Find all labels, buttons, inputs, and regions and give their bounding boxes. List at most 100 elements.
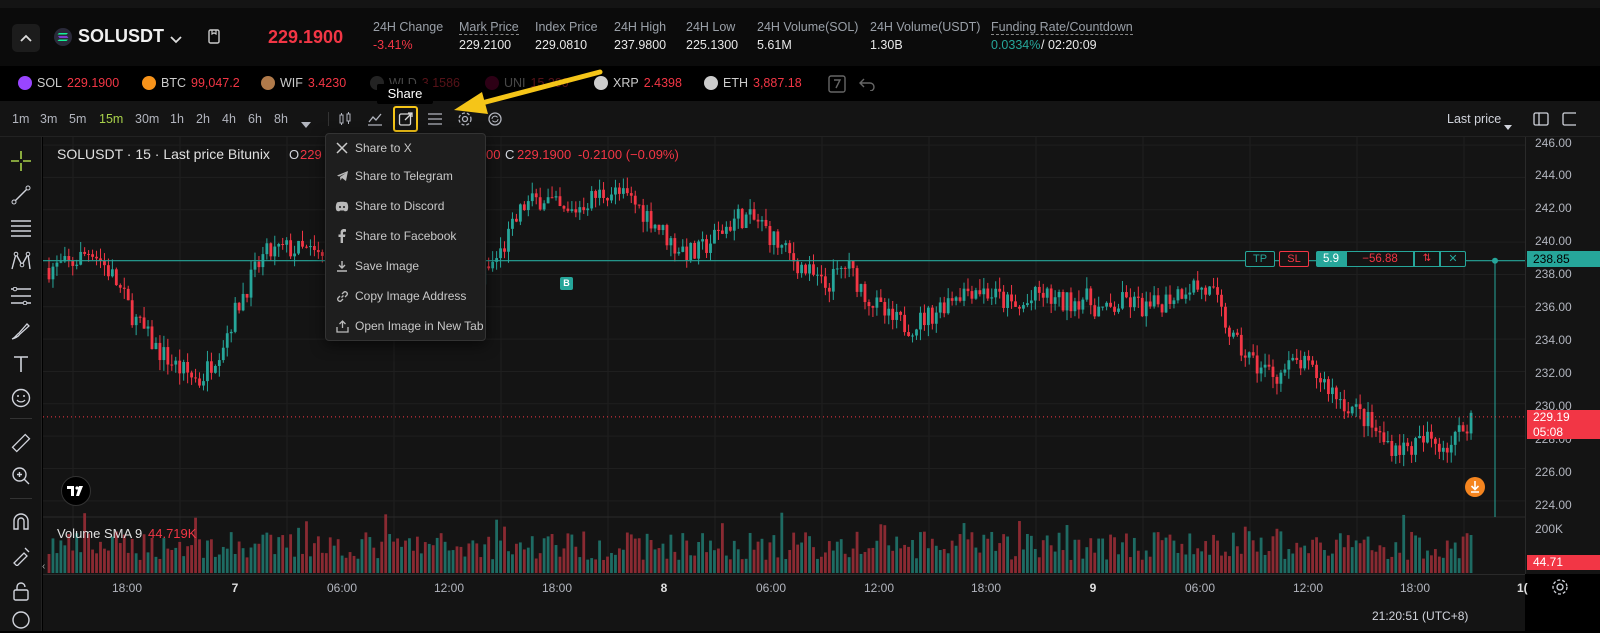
volume-bar — [562, 548, 566, 573]
share-menu-item[interactable]: Save Image — [325, 252, 486, 280]
price-type-select[interactable]: Last price — [1447, 112, 1502, 126]
candle-body — [942, 302, 946, 314]
candle-body — [974, 290, 978, 299]
timeframe-1m[interactable]: 1m — [12, 112, 30, 126]
volume-bar — [736, 549, 740, 573]
candle-body — [1041, 292, 1045, 298]
ticker-item[interactable]: ETH 3,887.18 — [704, 76, 802, 90]
timeframe-30m[interactable]: 30m — [135, 112, 160, 126]
time-axis[interactable] — [43, 574, 1525, 631]
timeframe-3m[interactable]: 3m — [40, 112, 58, 126]
crosshair-icon[interactable] — [8, 148, 34, 174]
magnet-icon[interactable] — [8, 509, 34, 535]
close-position-icon[interactable]: ✕ — [1440, 251, 1466, 267]
volume-bar — [312, 543, 316, 573]
more-timeframes-icon[interactable] — [301, 115, 311, 133]
share-menu-item[interactable]: Share to Discord — [325, 192, 486, 220]
candle-body — [1303, 355, 1307, 369]
ruler-icon[interactable] — [8, 430, 34, 456]
volume-bar — [752, 549, 756, 573]
share-menu-item[interactable]: Share to Telegram — [325, 162, 486, 190]
text-tool-icon[interactable] — [8, 351, 34, 377]
chart-settings-icon[interactable] — [1551, 578, 1569, 601]
zoom-in-icon[interactable] — [8, 463, 34, 489]
share-menu-item[interactable]: Open Image in New Tab — [325, 312, 486, 340]
price-axis[interactable] — [1525, 137, 1600, 574]
share-button-highlight[interactable] — [393, 106, 418, 132]
fib-icon[interactable] — [8, 283, 34, 309]
timeframe-8h[interactable]: 8h — [274, 112, 288, 126]
tp-button[interactable]: TP — [1245, 251, 1275, 267]
price-type-dropdown-icon[interactable] — [1504, 117, 1512, 135]
timeframe-1h[interactable]: 1h — [170, 112, 184, 126]
candle-body — [1180, 289, 1184, 299]
volume-bar — [360, 539, 364, 573]
volume-bar — [1065, 525, 1069, 573]
volume-bar — [190, 545, 193, 573]
reverse-position-icon[interactable]: ⇅ — [1414, 251, 1440, 267]
lock-icon[interactable] — [8, 578, 34, 604]
candle-body — [1426, 431, 1429, 443]
price-tick: 230.00 — [1535, 399, 1572, 413]
fullscreen-icon[interactable] — [1562, 111, 1578, 132]
timeframe-4h[interactable]: 4h — [222, 112, 236, 126]
symbol-name[interactable]: SOLUSDT — [78, 26, 165, 46]
eth-icon — [704, 76, 718, 90]
candle-body — [158, 342, 162, 361]
calendar-icon[interactable] — [828, 75, 846, 98]
collapse-button[interactable] — [12, 24, 40, 52]
candle-body — [907, 332, 910, 337]
horizontal-lines-icon[interactable] — [8, 215, 34, 241]
collapse-volume-icon[interactable]: ‹ — [42, 561, 46, 572]
volume-bar — [1208, 554, 1212, 573]
candle-body — [637, 204, 641, 206]
candles-icon[interactable] — [335, 110, 355, 128]
timeframe-6h[interactable]: 6h — [248, 112, 262, 126]
candle-body — [1045, 288, 1049, 298]
price-chart[interactable] — [43, 137, 1525, 574]
volume-bar — [518, 542, 522, 573]
refresh-icon[interactable] — [485, 110, 505, 128]
stat-label: 24H Volume(SOL) — [757, 20, 859, 34]
ticker-item[interactable]: SOL 229.1900 — [18, 76, 119, 90]
list-icon[interactable] — [425, 110, 445, 128]
trend-line-icon[interactable] — [8, 182, 34, 208]
share-menu-item[interactable]: Share to X — [325, 134, 486, 162]
share-menu-item[interactable]: Share to Facebook — [325, 222, 486, 250]
share-icon[interactable] — [396, 110, 416, 128]
contract-info-icon[interactable] — [208, 29, 220, 49]
volume-bar — [594, 559, 598, 573]
funding-label[interactable]: Funding Rate/Countdown — [991, 20, 1133, 35]
eye-icon[interactable] — [8, 607, 34, 633]
lock-drawing-icon[interactable] — [8, 543, 34, 569]
tradingview-logo-icon[interactable] — [61, 476, 91, 506]
candlestick-chart[interactable] — [43, 137, 1525, 574]
undo-icon[interactable] — [858, 77, 876, 96]
layout-icon[interactable] — [1533, 111, 1549, 132]
ticker-item[interactable]: WIF 3.4230 — [261, 76, 346, 90]
symbol-dropdown-icon[interactable] — [170, 31, 182, 49]
ticker-item[interactable]: XRP 2.4398 — [594, 76, 682, 90]
brush-icon[interactable] — [8, 318, 34, 344]
timeframe-5m[interactable]: 5m — [69, 112, 87, 126]
indicators-icon[interactable] — [365, 110, 385, 128]
legend-close-label: C — [505, 147, 515, 162]
timeframe-15m[interactable]: 15m — [99, 112, 124, 126]
pattern-icon[interactable] — [8, 248, 34, 274]
candle-body — [899, 311, 903, 315]
timeframe-2h[interactable]: 2h — [196, 112, 210, 126]
sl-button[interactable]: SL — [1279, 251, 1309, 267]
volume-bar — [665, 558, 669, 573]
volume-bar — [645, 533, 649, 573]
stat-value: 225.1300 — [686, 38, 739, 52]
ticker-item[interactable]: BTC 99,047.2 — [142, 76, 240, 90]
volume-bar — [1184, 554, 1188, 573]
volume-bar — [1125, 533, 1128, 573]
buy-marker[interactable]: B — [560, 277, 573, 290]
volume-bar — [1338, 533, 1342, 573]
scroll-to-latest-icon[interactable] — [1465, 477, 1485, 497]
emoji-icon[interactable] — [8, 385, 34, 411]
share-menu-item[interactable]: Copy Image Address — [325, 282, 486, 310]
candle-body — [281, 243, 285, 245]
settings-icon[interactable] — [455, 110, 475, 128]
